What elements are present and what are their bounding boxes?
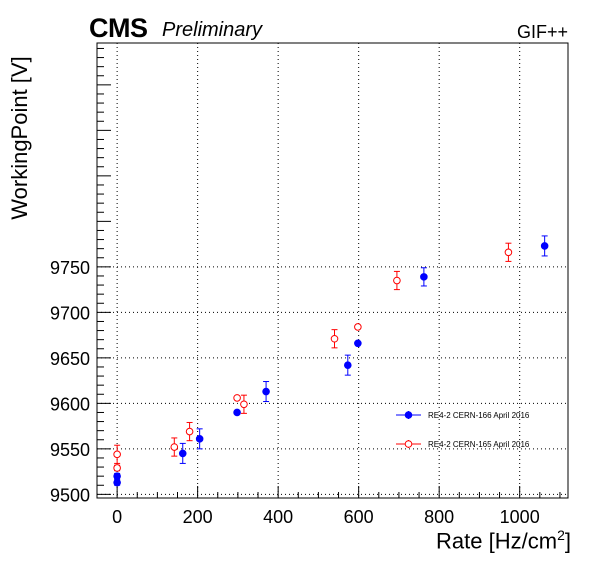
x-tick-label: 200 bbox=[183, 507, 213, 527]
x-axis-title: Rate [Hz/cm2] bbox=[436, 527, 571, 554]
legend-marker bbox=[404, 411, 413, 419]
data-point bbox=[240, 400, 248, 409]
data-point bbox=[113, 472, 121, 480]
x-axis-title-close: ] bbox=[564, 528, 571, 554]
data-point bbox=[330, 334, 339, 343]
y-tick-label: 9750 bbox=[50, 258, 90, 278]
data-point bbox=[113, 478, 121, 487]
x-axis-title-main: Rate [Hz/cm bbox=[436, 528, 558, 554]
x-tick-label: 400 bbox=[263, 507, 293, 527]
x-tick-label: 800 bbox=[424, 507, 454, 527]
facility-label: GIF++ bbox=[516, 22, 568, 42]
y-tick-label: 9600 bbox=[50, 394, 90, 414]
data-point bbox=[113, 464, 121, 472]
y-tick-label: 9500 bbox=[50, 485, 90, 505]
data-point bbox=[170, 443, 179, 451]
legend-marker bbox=[404, 440, 413, 448]
legend-label: RE4-2 CERN-166 April 2016 bbox=[428, 411, 530, 420]
data-point bbox=[343, 361, 352, 369]
data-point bbox=[354, 339, 362, 348]
status-label: Preliminary bbox=[162, 19, 263, 41]
x-tick-label: 600 bbox=[344, 507, 374, 527]
data-point bbox=[420, 273, 428, 281]
data-point bbox=[262, 387, 270, 396]
data-point bbox=[185, 427, 194, 436]
data-point bbox=[354, 323, 362, 331]
x-tick-label: 0 bbox=[112, 507, 122, 527]
y-axis-title: WorkingPoint [V] bbox=[7, 56, 32, 220]
legend-label: RE4-2 CERN-165 April 2016 bbox=[428, 440, 530, 449]
x-tick-label: 1000 bbox=[500, 507, 540, 527]
data-point bbox=[113, 450, 121, 459]
y-tick-label: 9550 bbox=[50, 440, 90, 460]
experiment-label: CMS bbox=[89, 13, 148, 43]
data-point bbox=[233, 408, 241, 417]
data-point bbox=[195, 435, 204, 443]
y-tick-label: 9700 bbox=[50, 303, 90, 323]
data-point bbox=[540, 242, 549, 250]
data-point bbox=[504, 248, 513, 257]
y-tick-label: 9650 bbox=[50, 349, 90, 369]
data-point bbox=[178, 449, 187, 458]
x-axis-title-exponent: 2 bbox=[557, 527, 565, 543]
data-point bbox=[233, 394, 241, 402]
data-point bbox=[393, 276, 401, 285]
plot-frame bbox=[96, 42, 569, 499]
